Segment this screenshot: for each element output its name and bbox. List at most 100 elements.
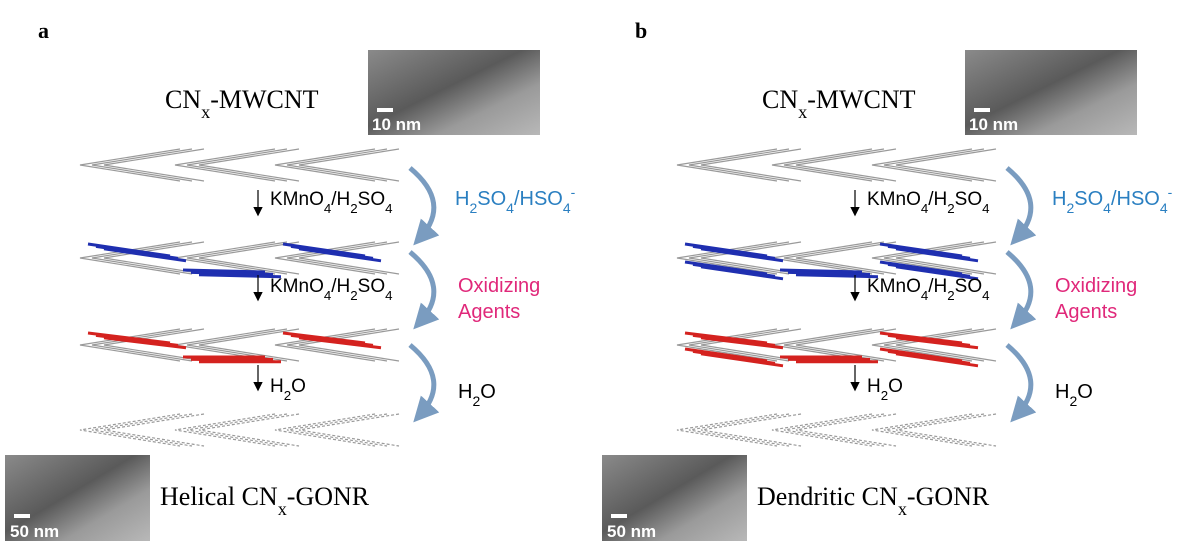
subscript: 2 [469, 200, 477, 216]
text-part: KMnO [270, 276, 324, 297]
text-part: KMnO [867, 189, 921, 210]
bottom-label: Dendritic CNx-GONR [757, 482, 990, 519]
oxidized-layer [896, 249, 978, 261]
text-part: H [867, 376, 881, 397]
subscript: 4 [324, 201, 331, 216]
oxidized-layer [701, 249, 783, 261]
agent-label: Oxidizing [1055, 275, 1137, 297]
bottom-label: Helical CNx-GONR [160, 482, 370, 519]
subscript: 4 [921, 288, 928, 303]
scale-bar [14, 514, 30, 518]
top-label: CNx-MWCNT [762, 85, 916, 122]
subscript: 4 [982, 201, 989, 216]
subscript: 2 [472, 393, 480, 409]
text-part: KMnO [867, 276, 921, 297]
agent-label: Agents [458, 301, 520, 323]
text-part: O [888, 376, 903, 397]
text-part: SO [1074, 188, 1103, 210]
subscript: 2 [350, 201, 357, 216]
chevron [796, 414, 896, 446]
agent-label: H2SO4/HSO4- [455, 184, 576, 216]
curved-arrow [1007, 345, 1031, 415]
subscript: 4 [506, 200, 514, 216]
scale-label: 50 nm [10, 522, 59, 541]
text-part: SO [477, 188, 506, 210]
top-label: CNx-MWCNT [165, 85, 319, 122]
agent-label: H2O [458, 381, 496, 409]
text-part: Dendritic CN [757, 482, 898, 511]
text-part: /H [331, 189, 350, 210]
step-label: KMnO4/H2SO4 [270, 189, 393, 216]
scale-bar [377, 108, 393, 112]
text-part: H [455, 188, 469, 210]
subscript: 4 [324, 288, 331, 303]
scale-label: 10 nm [969, 115, 1018, 134]
text-part: /HSO [1111, 188, 1160, 210]
agent-label: Oxidizing [458, 275, 540, 297]
text-part: O [291, 376, 306, 397]
scale-bar [974, 108, 990, 112]
panel-label: a [38, 18, 49, 43]
step-label: H2O [270, 376, 306, 403]
text-part: H [270, 376, 284, 397]
curved-arrow [1007, 252, 1031, 322]
text-part: CN [762, 85, 798, 114]
oxidized-layer [299, 249, 381, 261]
step-label: H2O [867, 376, 903, 403]
figure: aCNx-MWCNT10 nmKMnO4/H2SO4KMnO4/H2SO4H2O… [0, 0, 1193, 541]
curved-arrow [410, 168, 434, 238]
text-part: SO [358, 189, 385, 210]
agent-label: H2O [1055, 381, 1093, 409]
curved-arrow [410, 345, 434, 415]
text-part: O [480, 381, 496, 403]
subscript: 2 [284, 388, 291, 403]
text-part: -MWCNT [210, 85, 318, 114]
text-part: H [1052, 188, 1066, 210]
subscript: 4 [921, 201, 928, 216]
chevron [199, 242, 299, 274]
chevron [299, 149, 399, 181]
text-part: SO [955, 276, 982, 297]
text-part: -GONR [287, 482, 370, 511]
subscript: x [898, 499, 907, 519]
step-label: KMnO4/H2SO4 [270, 276, 393, 303]
step-label: KMnO4/H2SO4 [867, 189, 990, 216]
subscript: 2 [881, 388, 888, 403]
text-part: /H [928, 189, 947, 210]
text-part: /H [331, 276, 350, 297]
text-part: Helical CN [160, 482, 278, 511]
text-part: H [1055, 381, 1069, 403]
subscript: 2 [947, 288, 954, 303]
text-part: -MWCNT [807, 85, 915, 114]
subscript: 4 [1160, 200, 1168, 216]
subscript: 4 [385, 288, 392, 303]
curved-arrow [1007, 168, 1031, 238]
text-part: /HSO [514, 188, 563, 210]
chevron [796, 242, 896, 274]
oxidized-layer [104, 249, 186, 261]
superscript: - [571, 184, 576, 200]
chevron [896, 149, 996, 181]
subscript: x [798, 102, 807, 122]
subscript: 4 [385, 201, 392, 216]
text-part: SO [358, 276, 385, 297]
chevron [896, 414, 996, 446]
curved-arrow [410, 252, 434, 322]
agent-label: H2SO4/HSO4- [1052, 184, 1173, 216]
subscript: 2 [350, 288, 357, 303]
text-part: KMnO [270, 189, 324, 210]
subscript: 2 [1069, 393, 1077, 409]
text-part: O [1077, 381, 1093, 403]
subscript: 2 [947, 201, 954, 216]
oxidized-layer [796, 275, 878, 277]
superscript: - [1168, 184, 1173, 200]
panel: aCNx-MWCNT10 nmKMnO4/H2SO4KMnO4/H2SO4H2O… [5, 18, 576, 541]
step-label: KMnO4/H2SO4 [867, 276, 990, 303]
agent-label: Agents [1055, 301, 1117, 323]
subscript: x [201, 102, 210, 122]
scale-bar [611, 514, 627, 518]
text-part: -GONR [907, 482, 990, 511]
scale-label: 10 nm [372, 115, 421, 134]
text-part: /H [928, 276, 947, 297]
subscript: 4 [1103, 200, 1111, 216]
